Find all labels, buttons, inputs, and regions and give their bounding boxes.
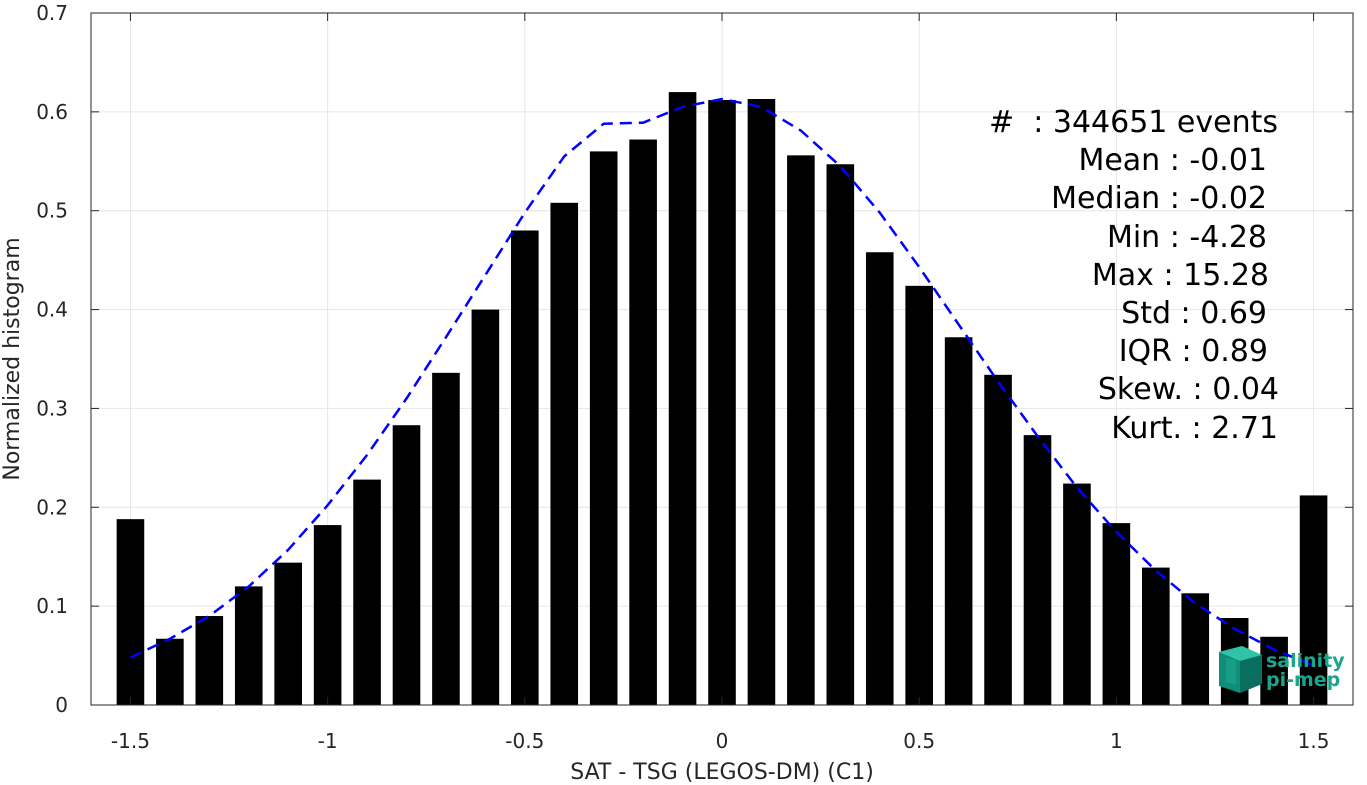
histogram-bar <box>392 425 421 705</box>
x-tick-label: -1.5 <box>111 729 150 753</box>
histogram-bar <box>826 164 855 705</box>
y-tick-label: 0.6 <box>36 100 68 124</box>
histogram-bar <box>1181 593 1210 705</box>
histogram-bar <box>550 202 579 705</box>
stat-mean: Mean : -0.01 <box>1078 143 1267 178</box>
logo-text-line2: pi-mep <box>1266 669 1340 691</box>
histogram-bar <box>865 252 894 705</box>
stat-events: # : 344651 events <box>989 105 1278 140</box>
x-tick-label: -1 <box>318 729 338 753</box>
y-tick-label: 0.7 <box>36 1 68 25</box>
y-tick-label: 0.5 <box>36 199 68 223</box>
x-tick-label: 0.5 <box>903 729 935 753</box>
y-tick-label: 0.1 <box>36 594 68 618</box>
histogram-bar <box>1142 567 1170 705</box>
y-tick-label: 0.3 <box>36 396 68 420</box>
stat-median: Median : -0.02 <box>1051 181 1267 216</box>
histogram-bar <box>787 155 815 706</box>
stat-kurt: Kurt. : 2.71 <box>1111 411 1278 446</box>
y-tick-label: 0.2 <box>36 495 68 519</box>
x-axis-label: SAT - TSG (LEGOS-DM) (C1) <box>570 760 874 785</box>
histogram-bar <box>313 525 342 705</box>
y-tick-labels: 0 0.1 0.2 0.3 0.4 0.5 0.6 0.7 <box>36 1 68 717</box>
x-tick-label: 1 <box>1110 729 1123 753</box>
stat-max: Max : 15.28 <box>1092 258 1269 293</box>
stat-std: Std : 0.69 <box>1121 296 1267 331</box>
histogram-bar <box>944 337 973 705</box>
histogram-bar <box>1299 495 1328 705</box>
stat-iqr: IQR : 0.89 <box>1119 334 1268 369</box>
histogram-bars <box>116 92 1328 706</box>
histogram-bar <box>511 230 539 705</box>
histogram-bar <box>1063 483 1091 705</box>
x-tick-label: 0 <box>716 729 729 753</box>
y-tick-label: 0.4 <box>36 298 68 322</box>
gaussian-fit-curve <box>129 97 1315 667</box>
histogram-bar <box>1102 523 1131 705</box>
histogram-bar <box>629 139 657 706</box>
histogram-bar <box>195 616 224 705</box>
histogram-bar <box>471 309 500 705</box>
histogram-bar <box>234 586 263 705</box>
stat-skew: Skew. : 0.04 <box>1098 372 1279 407</box>
statistics-annotation: # : 344651 events Mean : -0.01 Median : … <box>989 105 1279 446</box>
stat-min: Min : -4.28 <box>1107 220 1267 255</box>
histogram-bar <box>274 562 302 705</box>
axis-ticks <box>91 12 1353 706</box>
salinity-pimep-logo: salinity pi-mep <box>1219 646 1345 693</box>
histogram-bar <box>353 479 381 705</box>
y-tick-label: 0 <box>55 693 68 717</box>
histogram-bar <box>156 638 184 705</box>
histogram-bar <box>747 99 776 705</box>
x-tick-label: -0.5 <box>505 729 544 753</box>
x-tick-labels: -1.5 -1 -0.5 0 0.5 1 1.5 <box>111 729 1330 753</box>
histogram-bar <box>984 374 1012 705</box>
histogram-bar <box>589 151 618 705</box>
histogram-bar <box>708 99 736 706</box>
histogram-bar <box>1260 636 1288 705</box>
cube-logo-icon <box>1219 646 1262 693</box>
histogram-bar <box>905 285 933 705</box>
logo-text-line1: salinity <box>1266 650 1345 672</box>
y-axis-label: Normalized histogram <box>0 237 25 480</box>
x-tick-label: 1.5 <box>1298 729 1330 753</box>
histogram-bar <box>432 372 460 705</box>
histogram-bar <box>668 92 697 706</box>
histogram-bar <box>116 519 145 705</box>
histogram-bar <box>1023 435 1052 705</box>
